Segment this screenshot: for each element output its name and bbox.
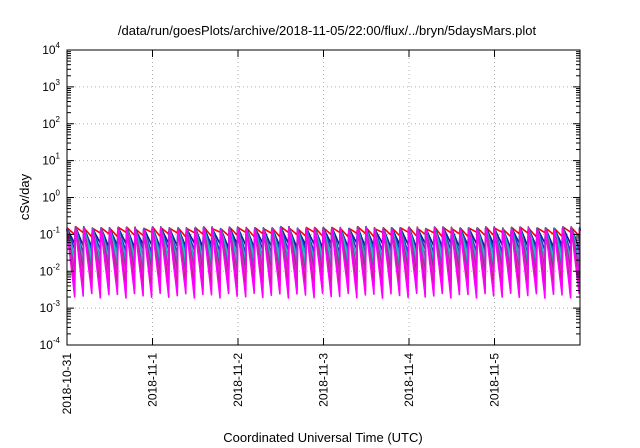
x-axis: 2018-10-31 2018-11-1 2018-11-2 2018-11-3 201… xyxy=(60,50,502,414)
y-axis-label: cSv/day xyxy=(17,173,32,220)
series-line xyxy=(66,227,581,299)
y-tick-label: 10-4 xyxy=(40,336,61,352)
y-tick-label: 10-1 xyxy=(40,225,61,241)
x-tick-label: 2018-10-31 xyxy=(60,353,74,415)
y-axis: 104 103 102 101 100 10-1 10-2 10-3 10-4 xyxy=(40,41,580,352)
grid xyxy=(67,50,580,345)
x-tick-label: 2018-11-4 xyxy=(402,353,416,407)
y-tick-label: 104 xyxy=(42,41,60,57)
x-tick-label: 2018-11-1 xyxy=(146,353,160,407)
y-tick-label: 102 xyxy=(42,115,60,131)
x-tick-label: 2018-11-5 xyxy=(488,353,502,407)
x-axis-label: Coordinated Universal Time (UTC) xyxy=(223,430,422,445)
y-tick-label: 100 xyxy=(42,189,60,205)
series-layer xyxy=(66,225,581,299)
y-tick-label: 10-2 xyxy=(40,262,61,278)
y-tick-label: 10-3 xyxy=(40,299,61,315)
chart-title: /data/run/goesPlots/archive/2018-11-05/2… xyxy=(118,23,537,38)
x-tick-label: 2018-11-2 xyxy=(231,353,245,407)
x-tick-label: 2018-11-3 xyxy=(317,353,331,407)
y-tick-label: 101 xyxy=(42,152,60,168)
y-tick-label: 103 xyxy=(42,78,60,94)
